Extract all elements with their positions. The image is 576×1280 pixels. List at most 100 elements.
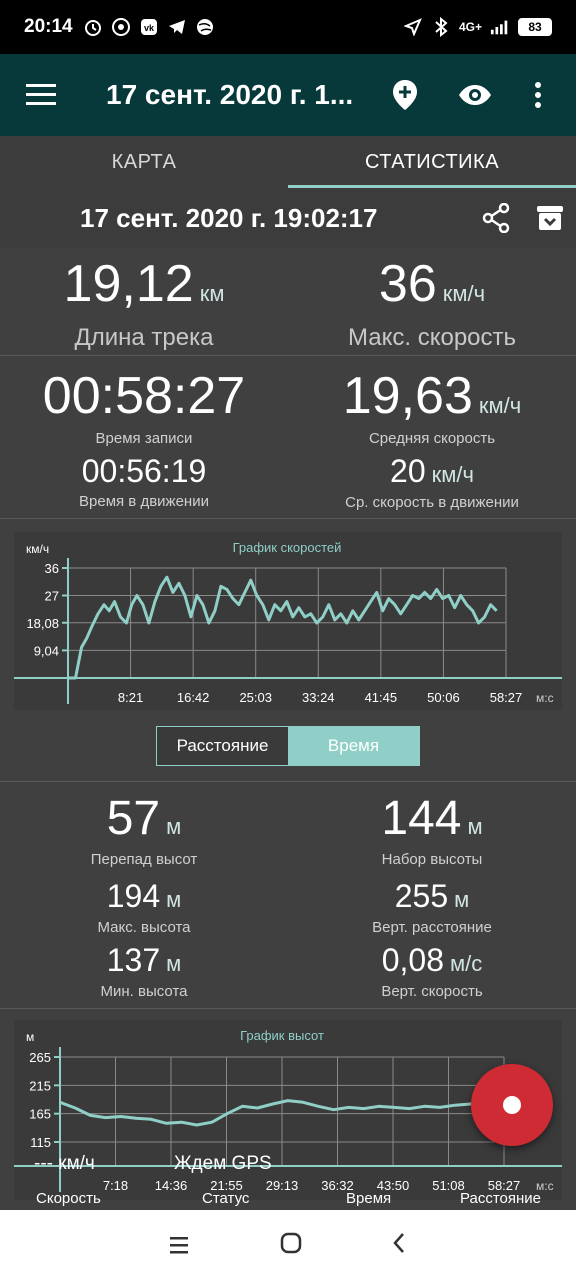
series-line — [68, 575, 498, 680]
x-axis-unit: м:с — [536, 1179, 554, 1193]
more-options-button[interactable] — [510, 54, 566, 136]
max-speed-label: Макс. скорость — [347, 324, 517, 351]
signal-icon — [490, 17, 510, 37]
track-header: 17 сент. 2020 г. 19:02:17 — [0, 188, 576, 248]
x-tick-label: 58:27 — [488, 1178, 521, 1193]
divider — [0, 518, 576, 519]
vert-speed-label: Верт. скорость — [381, 983, 483, 1000]
x-tick-label: 33:24 — [302, 690, 335, 705]
record-button[interactable] — [471, 1064, 553, 1146]
record-icon — [503, 1096, 521, 1114]
app-title: 17 сент. 2020 г. 1... — [106, 79, 352, 110]
chart-mode-toggle: Расстояние Время — [156, 726, 420, 766]
x-tick-label: 41:45 — [365, 690, 398, 705]
menu-button[interactable] — [0, 54, 82, 136]
record-time-label: Время записи — [95, 430, 193, 447]
tab-statistics[interactable]: СТАТИСТИКА — [288, 136, 576, 188]
telegram-icon — [167, 17, 187, 37]
overlay-label-distance: Расстояние — [460, 1190, 542, 1207]
elevation-gain-value: 144 — [381, 792, 462, 845]
x-tick-label: 8:21 — [118, 690, 143, 705]
add-marker-button[interactable] — [370, 54, 440, 136]
divider — [0, 781, 576, 782]
track-datetime: 17 сент. 2020 г. 19:02:17 — [80, 202, 378, 233]
vert-speed-unit: м/с — [450, 951, 483, 976]
y-tick-label: 215 — [29, 1078, 51, 1093]
y-tick-label: 165 — [29, 1107, 51, 1122]
toggle-distance[interactable]: Расстояние — [157, 727, 288, 765]
tab-map[interactable]: КАРТА — [111, 150, 177, 173]
avg-speed-label: Средняя скорость — [368, 430, 496, 447]
bluetooth-icon — [431, 17, 451, 37]
x-tick-label: 58:27 — [490, 690, 523, 705]
overlay-label-speed: Скорость — [36, 1190, 101, 1207]
moving-time-value: 00:56:19 — [81, 453, 207, 489]
gps-status-value: Ждем GPS — [174, 1153, 272, 1174]
vert-distance-label: Верт. расстояние — [372, 919, 492, 936]
back-button[interactable] — [392, 1230, 406, 1261]
y-tick-label: 265 — [29, 1050, 51, 1065]
avg-speed-unit: км/ч — [478, 393, 522, 418]
chart-title: График скоростей — [233, 540, 342, 555]
elevation-chart[interactable]: График высот м м:с 265 215 165 115 7:18 14:36 21:… — [14, 1020, 562, 1200]
avg-speed-stat: 19,63 км/ч Средняя скорость — [288, 370, 576, 447]
battery-icon: 83 — [518, 18, 552, 36]
vert-speed-value: 0,08 — [381, 942, 445, 978]
vert-distance-unit: м — [454, 887, 470, 912]
y-tick-label: 9,04 — [34, 643, 59, 658]
visibility-button[interactable] — [440, 54, 510, 136]
elevation-diff-unit: м — [166, 814, 182, 839]
x-axis-unit: м:с — [536, 691, 554, 705]
elevation-diff-stat: 57 м Перепад высот — [0, 792, 288, 869]
svg-text:vk: vk — [144, 23, 155, 33]
min-elevation-unit: м — [166, 951, 182, 976]
current-speed-value: --- км/ч — [34, 1153, 95, 1174]
elevation-gain-unit: м — [467, 814, 483, 839]
archive-button[interactable] — [530, 198, 570, 238]
tab-bar: КАРТА СТАТИСТИКА — [0, 136, 576, 188]
max-elevation-unit: м — [166, 887, 182, 912]
y-tick-label: 27 — [45, 589, 59, 604]
home-icon — [280, 1232, 302, 1253]
network-type: 4G+ — [458, 20, 482, 34]
elevation-gain-label: Набор высоты — [381, 851, 483, 868]
x-tick-label: 51:08 — [432, 1178, 465, 1193]
x-tick-label: 43:50 — [377, 1178, 410, 1193]
track-length-stat: 19,12 км Длина трека — [0, 258, 288, 352]
moving-avg-value: 20 — [390, 453, 426, 489]
elevation-diff-value: 57 — [106, 792, 161, 845]
divider — [0, 355, 576, 356]
track-length-label: Длина трека — [74, 324, 214, 351]
speed-chart[interactable]: График скоростей км/ч м:с 36 27 18,08 9,04 8:21… — [14, 532, 562, 710]
vert-speed-stat: 0,08 м/с Верт. скорость — [288, 944, 576, 1000]
speed-chart-svg: График скоростей км/ч м:с 36 27 18,08 9,04 8:21… — [14, 540, 562, 705]
min-elevation-value: 137 — [106, 942, 161, 978]
series-line — [59, 1099, 501, 1127]
record-time-value: 00:58:27 — [42, 367, 246, 425]
x-tick-label: 50:06 — [427, 690, 460, 705]
track-length-unit: км — [199, 281, 225, 306]
eye-icon — [459, 85, 491, 105]
share-icon — [482, 203, 510, 233]
moving-avg-label: Ср. скорость в движении — [345, 494, 519, 511]
min-elevation-stat: 137 м Мин. высота — [0, 944, 288, 1000]
home-button[interactable] — [280, 1230, 302, 1261]
max-elevation-value: 194 — [106, 878, 161, 914]
location-arrow-icon — [403, 17, 423, 37]
whatsapp-icon — [111, 17, 131, 37]
status-bar: 20:14 vk 4G+ 83 — [0, 0, 576, 54]
track-length-value: 19,12 — [63, 255, 194, 313]
vert-distance-stat: 255 м Верт. расстояние — [288, 880, 576, 936]
elevation-diff-label: Перепад высот — [90, 851, 198, 868]
recents-button[interactable] — [170, 1230, 190, 1261]
menu-icon — [170, 1236, 188, 1253]
moving-avg-speed-stat: 20 км/ч Ср. скорость в движении — [288, 455, 576, 511]
moving-time-stat: 00:56:19 Время в движении — [0, 455, 288, 510]
share-button[interactable] — [476, 198, 516, 238]
add-location-icon — [393, 80, 417, 110]
toggle-time[interactable]: Время — [288, 727, 419, 765]
x-tick-label: 25:03 — [239, 690, 272, 705]
x-tick-label: 16:42 — [177, 690, 210, 705]
more-vert-icon — [535, 82, 541, 108]
max-elevation-stat: 194 м Макс. высота — [0, 880, 288, 936]
